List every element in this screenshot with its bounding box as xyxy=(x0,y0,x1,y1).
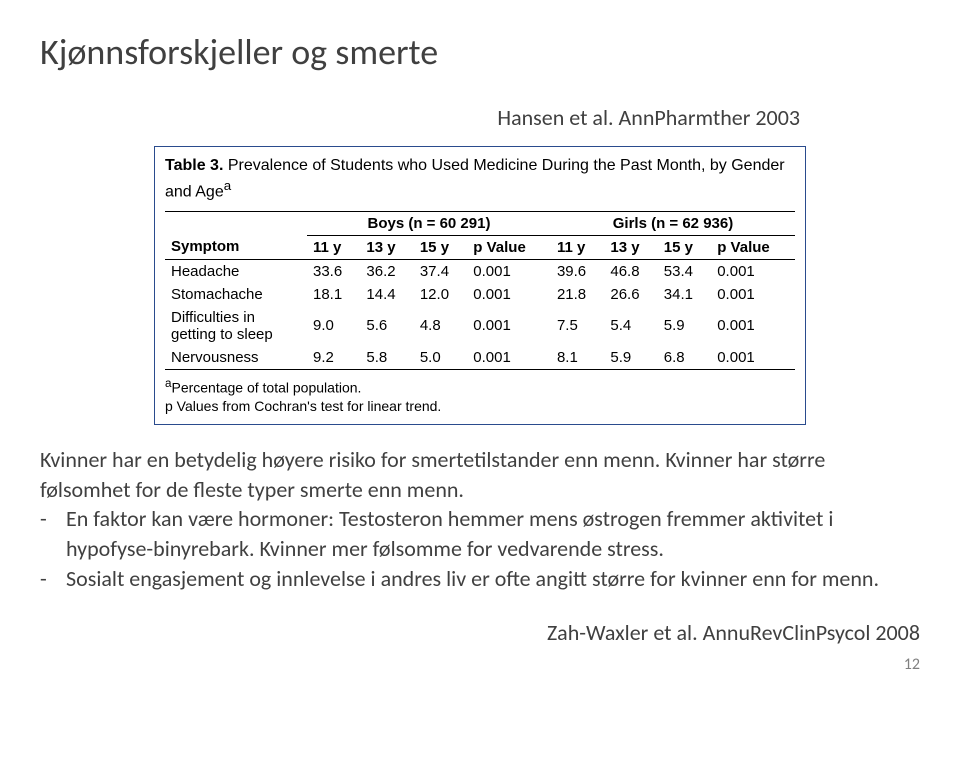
cell-val: 9.2 xyxy=(307,346,360,370)
col-symptom: Symptom xyxy=(165,235,307,259)
cell-val: 36.2 xyxy=(360,259,413,283)
table-container: Table 3. Prevalence of Students who Used… xyxy=(154,146,806,425)
cell-val: 39.6 xyxy=(551,259,604,283)
col-age: 11 y xyxy=(307,235,360,259)
cell-val: 12.0 xyxy=(414,283,467,306)
bottom-citation: Zah-Waxler et al. AnnuRevClinPsycol 2008 xyxy=(40,618,920,648)
cell-val: 5.9 xyxy=(604,346,657,370)
table-caption-sup: a xyxy=(224,178,231,193)
cell-val: 14.4 xyxy=(360,283,413,306)
top-citation: Hansen et al. AnnPharmther 2003 xyxy=(40,104,800,131)
col-pvalue: p Value xyxy=(711,235,795,259)
cell-val: 0.001 xyxy=(711,346,795,370)
table-row: Nervousness 9.2 5.8 5.0 0.001 8.1 5.9 6.… xyxy=(165,346,795,370)
group-girls: Girls (n = 62 936) xyxy=(551,211,795,235)
cell-val: 5.6 xyxy=(360,306,413,346)
cell-symptom: Nervousness xyxy=(165,346,307,370)
bullet-2-text: Sosialt engasjement og innlevelse i andr… xyxy=(66,564,920,594)
cell-symptom: Stomachache xyxy=(165,283,307,306)
cell-val: 0.001 xyxy=(711,306,795,346)
cell-val: 46.8 xyxy=(604,259,657,283)
table-row: Difficulties in getting to sleep 9.0 5.6… xyxy=(165,306,795,346)
cell-val: 8.1 xyxy=(551,346,604,370)
col-age: 13 y xyxy=(604,235,657,259)
bullet-item: En faktor kan være hormoner: Testosteron… xyxy=(40,504,920,563)
cell-val: 5.9 xyxy=(658,306,711,346)
cell-val: 5.0 xyxy=(414,346,467,370)
table-caption-label: Table 3. xyxy=(165,157,223,174)
cell-val: 18.1 xyxy=(307,283,360,306)
footnote-b-text: p Values from Cochran's test for linear … xyxy=(165,398,441,414)
table-row: Headache 33.6 36.2 37.4 0.001 39.6 46.8 … xyxy=(165,259,795,283)
cell-val: 0.001 xyxy=(711,259,795,283)
bullet-1-text: En faktor kan være hormoner: Testosteron… xyxy=(66,504,920,563)
cell-val: 7.5 xyxy=(551,306,604,346)
cell-val: 0.001 xyxy=(711,283,795,306)
table-footnote: aPercentage of total population. p Value… xyxy=(165,376,795,416)
table-caption: Table 3. Prevalence of Students who Used… xyxy=(165,155,795,203)
col-age: 11 y xyxy=(551,235,604,259)
dash-icon xyxy=(40,564,66,594)
col-age: 15 y xyxy=(414,235,467,259)
cell-val: 0.001 xyxy=(467,283,551,306)
cell-val: 33.6 xyxy=(307,259,360,283)
table-row: Stomachache 18.1 14.4 12.0 0.001 21.8 26… xyxy=(165,283,795,306)
bullet-item: Sosialt engasjement og innlevelse i andr… xyxy=(40,564,920,594)
cell-symptom: Headache xyxy=(165,259,307,283)
cell-val: 5.8 xyxy=(360,346,413,370)
cell-val: 21.8 xyxy=(551,283,604,306)
cell-val: 34.1 xyxy=(658,283,711,306)
footnote-a-text: Percentage of total population. xyxy=(171,379,361,395)
cell-val: 0.001 xyxy=(467,346,551,370)
dash-icon xyxy=(40,504,66,534)
col-pvalue: p Value xyxy=(467,235,551,259)
cell-val: 6.8 xyxy=(658,346,711,370)
cell-val: 53.4 xyxy=(658,259,711,283)
cell-val: 0.001 xyxy=(467,306,551,346)
table-column-row: Symptom 11 y 13 y 15 y p Value 11 y 13 y… xyxy=(165,235,795,259)
table-caption-text: Prevalence of Students who Used Medicine… xyxy=(165,157,785,200)
cell-val: 37.4 xyxy=(414,259,467,283)
group-boys: Boys (n = 60 291) xyxy=(307,211,551,235)
cell-val: 9.0 xyxy=(307,306,360,346)
page-title: Kjønnsforskjeller og smerte xyxy=(40,30,920,74)
cell-val: 26.6 xyxy=(604,283,657,306)
col-age: 13 y xyxy=(360,235,413,259)
col-age: 15 y xyxy=(658,235,711,259)
prevalence-table: Boys (n = 60 291) Girls (n = 62 936) Sym… xyxy=(165,211,795,370)
cell-val: 0.001 xyxy=(467,259,551,283)
page-number: 12 xyxy=(40,654,920,676)
cell-val: 5.4 xyxy=(604,306,657,346)
cell-val: 4.8 xyxy=(414,306,467,346)
body-text: Kvinner har en betydelig høyere risiko f… xyxy=(40,445,920,593)
paragraph-1: Kvinner har en betydelig høyere risiko f… xyxy=(40,445,920,504)
table-group-row: Boys (n = 60 291) Girls (n = 62 936) xyxy=(165,211,795,235)
cell-symptom: Difficulties in getting to sleep xyxy=(165,306,307,346)
